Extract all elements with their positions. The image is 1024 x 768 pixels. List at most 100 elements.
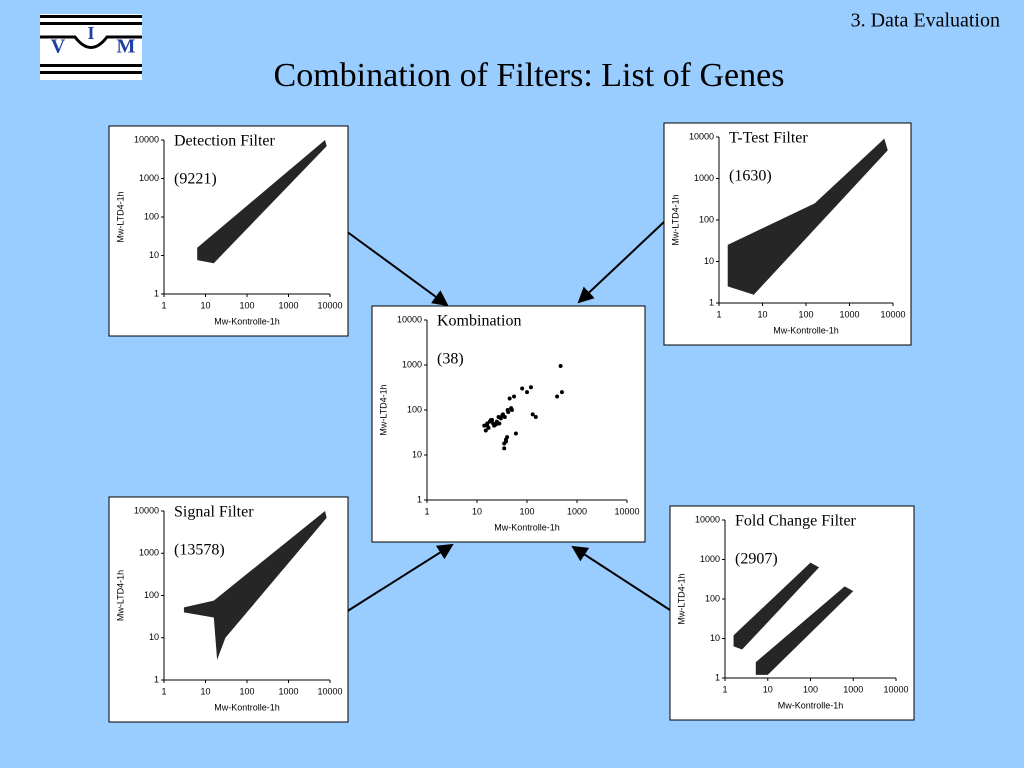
scatter-point xyxy=(555,394,560,399)
scatter-point xyxy=(488,417,493,422)
x-tick-label: 10000 xyxy=(883,684,908,694)
logo-letter: M xyxy=(117,36,136,58)
y-axis-label: Mw-LTD4-1h xyxy=(115,570,125,621)
x-tick-label: 1000 xyxy=(278,300,298,310)
x-tick-label: 100 xyxy=(803,684,818,694)
chart-title: Detection Filter xyxy=(174,133,276,150)
x-tick-label: 100 xyxy=(519,506,534,516)
scatter-point xyxy=(528,385,533,390)
chart-annotation: (9221) xyxy=(174,171,217,188)
chart-panel: 1 10 100 1000 10000 1 10 100 1000 10000 Mw-Kontrol… xyxy=(108,496,349,723)
y-tick-label: 100 xyxy=(144,211,159,221)
scatter-point xyxy=(503,437,508,442)
scatter-point xyxy=(558,364,563,369)
y-tick-label: 100 xyxy=(705,593,720,603)
scatter-point xyxy=(483,428,488,433)
scatter-point xyxy=(505,408,510,412)
point-cloud xyxy=(733,562,820,650)
chart-panel: 1 10 100 1000 10000 1 10 100 1000 10000 Mw-Kontrol… xyxy=(669,505,915,721)
y-axis-label: Mw-LTD4-1h xyxy=(115,191,125,242)
y-tick-label: 1 xyxy=(154,674,159,684)
scatter-point xyxy=(512,394,517,399)
y-tick-label: 1000 xyxy=(700,554,720,564)
y-tick-label: 10 xyxy=(704,256,714,266)
y-tick-label: 1 xyxy=(417,494,422,504)
logo: V I M xyxy=(40,14,142,80)
point-cloud xyxy=(183,511,327,660)
scatter-point xyxy=(559,390,564,395)
x-axis-label: Mw-Kontrolle-1h xyxy=(214,702,280,712)
chart-annotation: (38) xyxy=(437,351,464,368)
point-cloud xyxy=(197,140,327,264)
chart-annotation: (13578) xyxy=(174,542,225,559)
x-tick-label: 1 xyxy=(424,506,429,516)
x-axis-label: Mw-Kontrolle-1h xyxy=(773,325,839,335)
scatter-point xyxy=(513,431,518,436)
logo-letter: V xyxy=(51,36,66,58)
x-tick-label: 1000 xyxy=(843,684,863,694)
point-cloud xyxy=(727,138,888,295)
y-tick-label: 1000 xyxy=(694,173,714,183)
y-tick-label: 10 xyxy=(149,632,159,642)
x-tick-label: 1 xyxy=(722,684,727,694)
y-tick-label: 100 xyxy=(407,404,422,414)
x-tick-label: 100 xyxy=(239,686,254,696)
chart-title: Signal Filter xyxy=(174,504,254,521)
point-cloud xyxy=(755,586,854,675)
scatter-point xyxy=(509,406,514,411)
x-tick-label: 10 xyxy=(200,686,210,696)
x-tick-label: 10000 xyxy=(880,309,905,319)
x-tick-label: 10000 xyxy=(317,686,342,696)
scatter-point xyxy=(502,441,507,446)
y-tick-label: 1 xyxy=(154,288,159,298)
y-tick-label: 1000 xyxy=(402,359,422,369)
x-tick-label: 1 xyxy=(161,300,166,310)
x-tick-label: 100 xyxy=(798,309,813,319)
x-tick-label: 1 xyxy=(716,309,721,319)
chart-panel: 1 10 100 1000 10000 1 10 100 1000 10000 Mw-Kontrol… xyxy=(108,125,349,337)
y-axis-label: Mw-LTD4-1h xyxy=(670,194,680,245)
x-tick-label: 10 xyxy=(757,309,767,319)
chart-panel: 1 10 100 1000 10000 1 10 100 1000 10000 Mw-Kontrol… xyxy=(663,122,912,346)
chart-annotation: (1630) xyxy=(729,168,772,185)
section-label: 3. Data Evaluation xyxy=(851,10,1000,32)
scatter-point xyxy=(502,446,507,451)
scatter-point xyxy=(496,414,501,419)
scatter-point xyxy=(497,421,502,426)
y-tick-label: 1000 xyxy=(139,548,159,558)
y-tick-label: 10000 xyxy=(695,514,720,524)
scatter-point xyxy=(525,390,529,395)
logo-letter: I xyxy=(87,23,94,43)
x-tick-label: 1000 xyxy=(567,506,587,516)
scatter-point xyxy=(502,414,507,419)
y-tick-label: 10 xyxy=(412,449,422,459)
scatter-point xyxy=(485,423,490,428)
x-tick-label: 10 xyxy=(200,300,210,310)
y-tick-label: 10000 xyxy=(134,505,159,515)
y-tick-label: 10000 xyxy=(689,131,714,141)
x-tick-label: 1000 xyxy=(278,686,298,696)
x-tick-label: 10000 xyxy=(614,506,639,516)
x-axis-label: Mw-Kontrolle-1h xyxy=(214,316,280,326)
scatter-point xyxy=(507,396,512,401)
x-axis-label: Mw-Kontrolle-1h xyxy=(494,522,560,532)
y-tick-label: 10 xyxy=(149,250,159,260)
slide-title: Combination of Filters: List of Genes xyxy=(274,57,785,94)
x-tick-label: 10 xyxy=(472,506,482,516)
y-tick-label: 100 xyxy=(144,590,159,600)
arrows xyxy=(345,221,671,613)
scatter-point xyxy=(482,423,487,428)
y-tick-label: 1 xyxy=(709,297,714,307)
x-tick-label: 1 xyxy=(161,686,166,696)
y-tick-label: 10000 xyxy=(134,134,159,144)
chart-panel: 1 10 100 1000 10000 1 10 100 1000 10000 Mw-Kontrol… xyxy=(371,305,646,543)
x-tick-label: 1000 xyxy=(839,309,859,319)
scatter-point xyxy=(530,412,535,417)
scatter-point xyxy=(494,422,499,427)
panel-frame xyxy=(371,305,646,543)
y-tick-label: 1000 xyxy=(139,173,159,183)
y-tick-label: 10 xyxy=(710,633,720,643)
scatter-point xyxy=(533,414,538,419)
chart-title: T-Test Filter xyxy=(729,130,808,147)
